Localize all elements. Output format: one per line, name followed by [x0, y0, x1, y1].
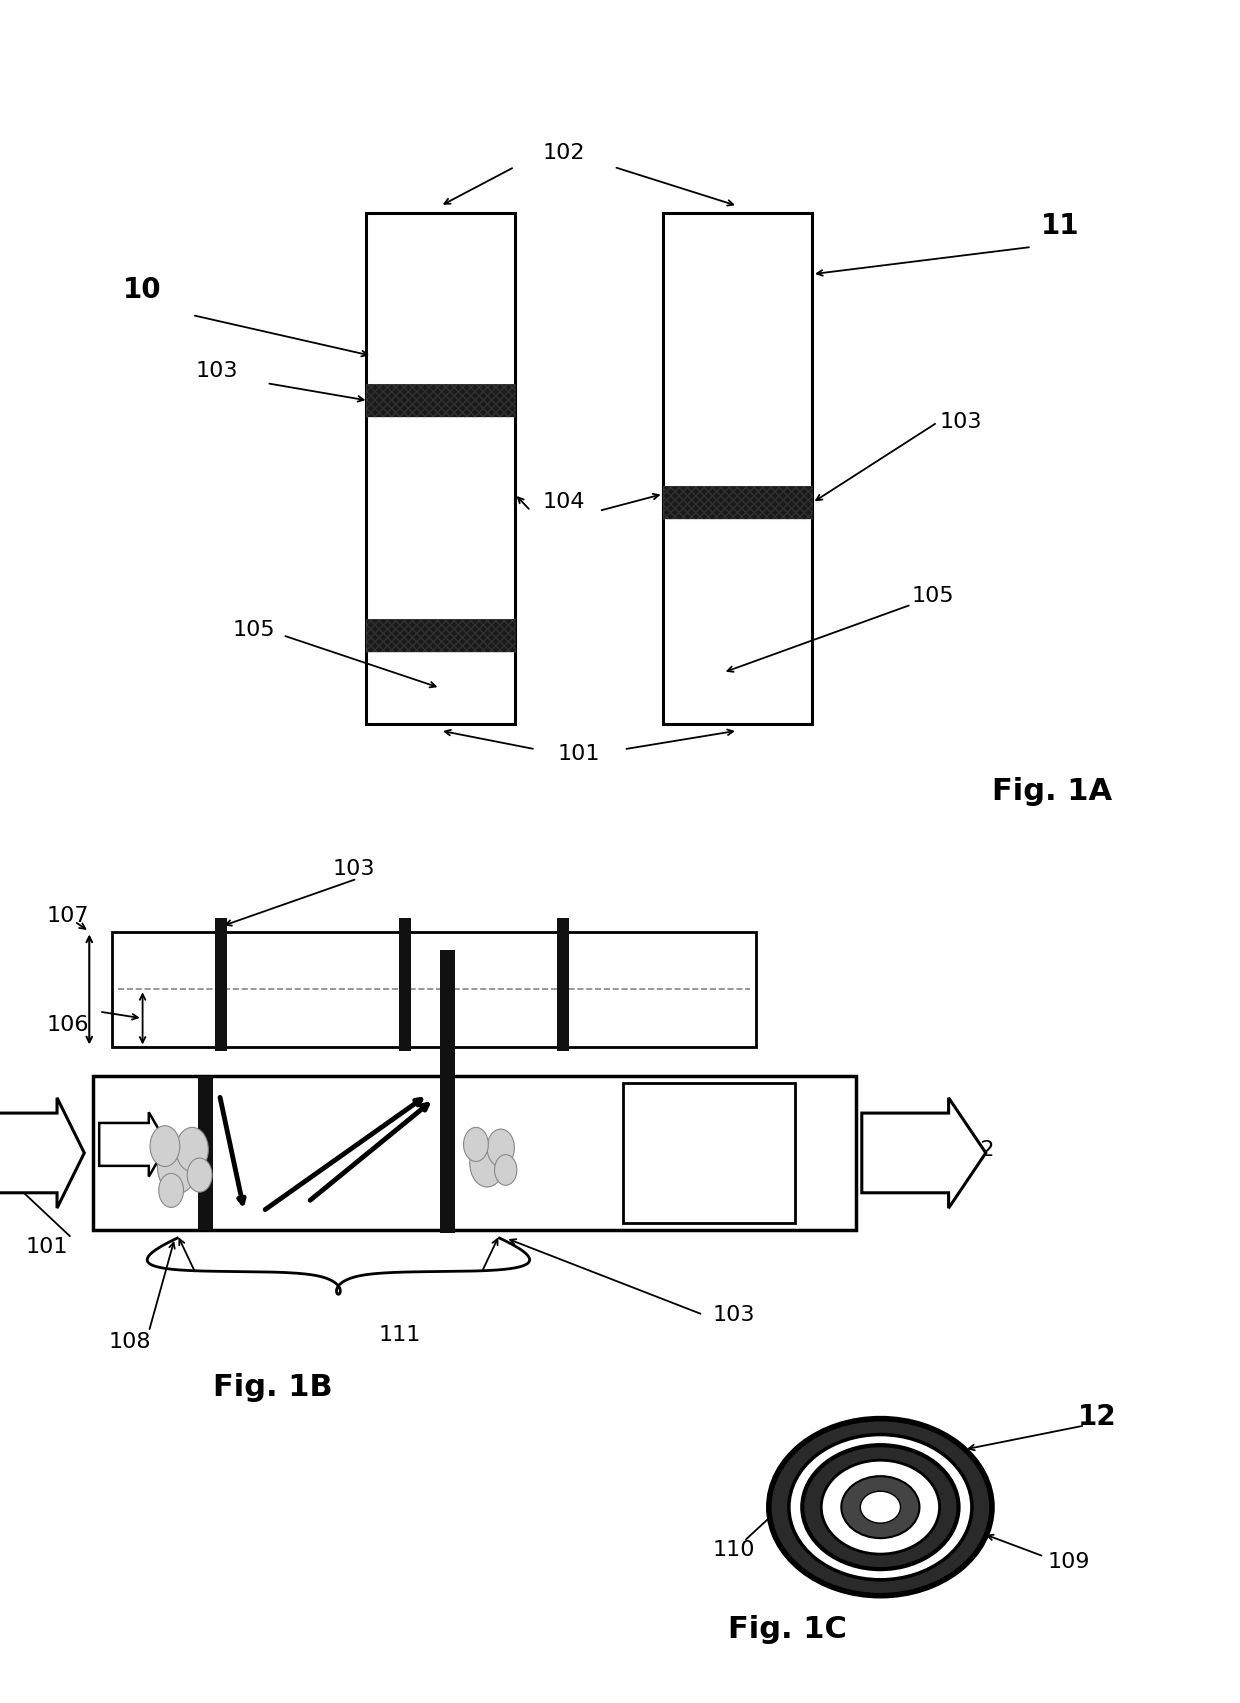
Ellipse shape: [802, 1446, 959, 1568]
Bar: [663, 487, 812, 519]
Text: 104: 104: [543, 492, 585, 513]
Bar: [557, 918, 569, 1051]
Text: 103: 103: [332, 858, 374, 879]
Text: 110: 110: [713, 1540, 755, 1560]
Text: 105: 105: [233, 620, 275, 640]
FancyArrow shape: [862, 1098, 986, 1207]
Text: 103: 103: [713, 1304, 755, 1325]
Ellipse shape: [821, 1459, 940, 1555]
Text: 105: 105: [911, 586, 954, 606]
Text: 106: 106: [47, 1015, 89, 1035]
Circle shape: [487, 1129, 515, 1167]
Bar: [366, 385, 515, 417]
Text: 109: 109: [1048, 1551, 1090, 1572]
Text: 102: 102: [952, 1139, 994, 1160]
Bar: [112, 932, 756, 1047]
Text: 101: 101: [26, 1236, 68, 1257]
Text: 103: 103: [940, 412, 982, 433]
Text: 103: 103: [196, 361, 238, 381]
Text: 101: 101: [558, 744, 600, 765]
Bar: [215, 918, 227, 1051]
Circle shape: [157, 1139, 197, 1194]
Ellipse shape: [789, 1434, 972, 1580]
Text: 107: 107: [47, 906, 89, 926]
Circle shape: [187, 1158, 212, 1192]
Text: 108: 108: [109, 1332, 151, 1352]
Circle shape: [495, 1155, 517, 1185]
Text: 102: 102: [543, 143, 585, 163]
FancyArrow shape: [99, 1112, 167, 1177]
Text: 111: 111: [378, 1325, 420, 1345]
Bar: [399, 918, 412, 1051]
Bar: [440, 950, 455, 1233]
Bar: [366, 620, 515, 652]
Circle shape: [470, 1139, 505, 1187]
Text: 10: 10: [123, 276, 162, 303]
Circle shape: [159, 1173, 184, 1207]
Text: Fig. 1A: Fig. 1A: [992, 777, 1112, 807]
Bar: [366, 620, 515, 652]
Circle shape: [150, 1126, 180, 1167]
Bar: [663, 487, 812, 519]
Bar: [93, 1076, 856, 1230]
Text: Fig. 1B: Fig. 1B: [213, 1373, 332, 1403]
Text: Fig. 1C: Fig. 1C: [728, 1614, 847, 1645]
Text: 11: 11: [1040, 213, 1080, 240]
Bar: [198, 1076, 213, 1230]
Bar: [366, 385, 515, 417]
Bar: [663, 213, 812, 724]
Bar: [366, 213, 515, 724]
Text: 12: 12: [1078, 1403, 1117, 1431]
Circle shape: [464, 1127, 489, 1161]
Circle shape: [176, 1127, 208, 1172]
Ellipse shape: [841, 1477, 920, 1538]
Ellipse shape: [861, 1492, 900, 1522]
FancyArrow shape: [0, 1098, 84, 1207]
Ellipse shape: [769, 1419, 992, 1596]
Bar: [622, 1083, 795, 1223]
